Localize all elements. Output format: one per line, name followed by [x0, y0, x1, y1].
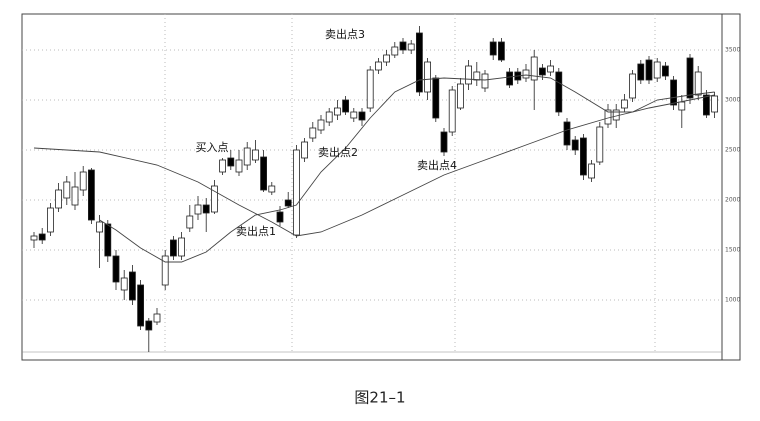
- candle-body: [391, 46, 399, 56]
- caption: 图21–1: [354, 389, 405, 407]
- candle-body: [333, 107, 341, 116]
- candle-body: [571, 139, 579, 151]
- candle-body: [399, 41, 407, 51]
- annotation: 卖出点1: [236, 224, 276, 238]
- candle-body: [55, 189, 62, 209]
- candle-body: [210, 185, 218, 213]
- candle-body: [112, 255, 120, 283]
- candle-body: [301, 141, 309, 159]
- candle-body: [292, 149, 300, 236]
- candle-body: [96, 221, 103, 233]
- candle-body: [161, 255, 169, 286]
- y-tick-label: 1500: [725, 247, 740, 254]
- moving-average: [33, 94, 715, 237]
- candle-body: [47, 207, 54, 233]
- candle-body: [268, 185, 276, 193]
- candle-body: [629, 73, 636, 99]
- candle-body: [465, 65, 473, 85]
- candle-body: [530, 56, 538, 81]
- candle-body: [489, 41, 497, 56]
- candle-body: [563, 121, 571, 146]
- candle-body: [637, 63, 645, 81]
- candle-body: [670, 79, 677, 106]
- candle-body: [186, 215, 194, 229]
- candle-body: [580, 137, 587, 176]
- candle-body: [621, 99, 628, 109]
- candle-body: [711, 95, 718, 113]
- candle-body: [63, 181, 71, 199]
- candle-body: [128, 271, 136, 301]
- candle-body: [366, 69, 374, 109]
- candle-body: [219, 159, 227, 173]
- candle-body: [374, 61, 382, 71]
- candle-body: [104, 223, 112, 257]
- y-tick-label: 2500: [725, 147, 740, 154]
- candle-body: [678, 101, 686, 111]
- candle-body: [284, 199, 292, 207]
- candle-body: [120, 277, 128, 291]
- y-tick-label: 3500: [725, 47, 740, 54]
- candle-body: [555, 71, 563, 113]
- candle-body: [79, 171, 87, 191]
- moving-average: [99, 74, 715, 263]
- candle-body: [153, 313, 161, 323]
- candle-body: [473, 71, 481, 81]
- candle-body: [645, 59, 653, 81]
- candle-body: [71, 186, 79, 206]
- candle-body: [497, 41, 505, 61]
- candle-body: [30, 235, 38, 241]
- candle-body: [539, 67, 546, 76]
- candle-body: [456, 83, 464, 109]
- annotation: 卖出点4: [417, 158, 457, 172]
- annotation: 卖出点2: [318, 145, 358, 159]
- candle-body: [194, 204, 202, 215]
- candle-body: [407, 43, 415, 51]
- candle-body: [415, 32, 423, 93]
- y-tick-label: 3000: [725, 97, 740, 104]
- candle-body: [169, 239, 177, 257]
- candle-body: [251, 149, 259, 161]
- candle-body: [694, 71, 702, 96]
- candle-body: [38, 233, 46, 241]
- candle-body: [522, 69, 530, 79]
- candle-body: [178, 237, 186, 257]
- annotation: 买入点: [196, 141, 229, 154]
- candle-body: [662, 65, 669, 77]
- candle-body: [88, 169, 95, 221]
- annotation: 卖出点3: [325, 27, 365, 41]
- y-tick-label: 1000: [725, 297, 740, 304]
- candle-body: [202, 204, 210, 214]
- candle-body: [686, 57, 694, 99]
- candle-body: [260, 156, 268, 191]
- candle-body: [440, 131, 448, 153]
- candle-body: [588, 163, 595, 179]
- candle-body: [612, 109, 620, 121]
- candle-body: [276, 211, 284, 223]
- candle-body: [309, 127, 317, 139]
- candle-body: [235, 159, 243, 173]
- candle-body: [653, 61, 661, 79]
- candle-body: [432, 77, 440, 119]
- candle-body: [145, 320, 153, 331]
- candle-body: [424, 61, 432, 93]
- candle-body: [137, 284, 145, 327]
- candle-body: [547, 65, 554, 73]
- candle-body: [358, 111, 366, 121]
- candle-body: [325, 111, 333, 123]
- candle-body: [481, 73, 489, 89]
- candle-body: [243, 147, 251, 166]
- candle-body: [596, 126, 604, 163]
- candle-body: [227, 157, 235, 167]
- candle-body: [506, 71, 514, 86]
- y-tick-label: 2000: [725, 197, 740, 204]
- candle-body: [703, 94, 710, 116]
- candle-body: [317, 119, 325, 131]
- candle-body: [383, 54, 391, 63]
- candle-body: [350, 111, 358, 119]
- candle-body: [448, 89, 456, 133]
- candle-body: [342, 99, 350, 113]
